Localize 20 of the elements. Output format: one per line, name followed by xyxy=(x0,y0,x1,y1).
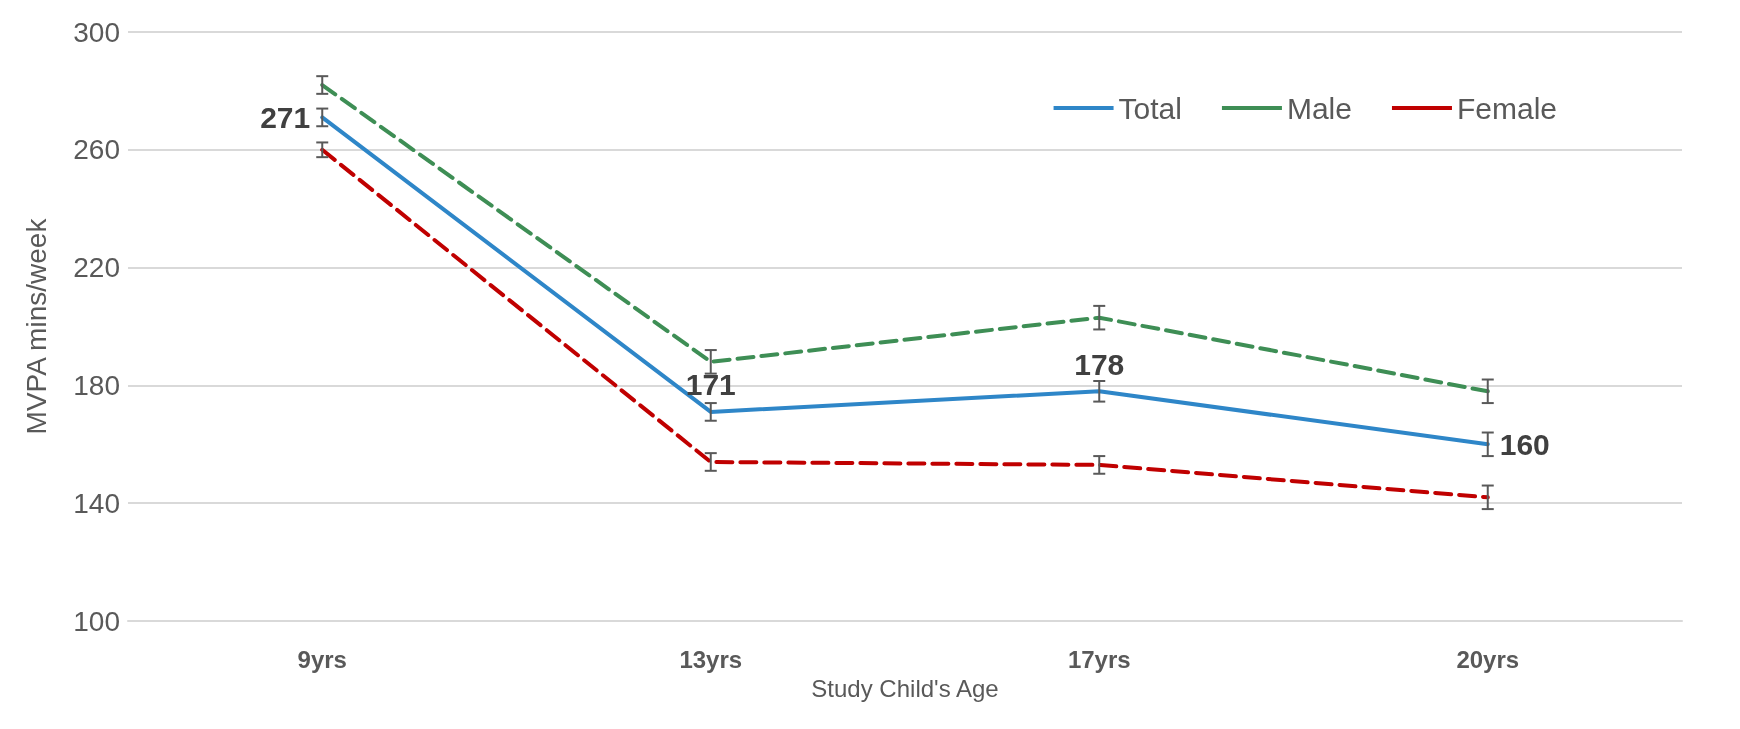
x-axis-title: Study Child's Age xyxy=(811,674,999,702)
data-label: 178 xyxy=(1074,347,1125,381)
y-tick-label: 220 xyxy=(73,252,120,284)
data-label: 160 xyxy=(1499,427,1550,461)
x-tick-label: 17yrs xyxy=(1067,645,1131,673)
y-tick-label: 260 xyxy=(73,134,120,166)
x-tick-label: 9yrs xyxy=(297,645,347,673)
y-tick-label: 300 xyxy=(73,16,120,48)
y-axis-title: MVPA mins/week xyxy=(20,217,52,435)
legend-label: Total xyxy=(1118,91,1182,125)
data-label: 171 xyxy=(685,368,736,402)
x-tick-label: 13yrs xyxy=(679,645,743,673)
legend-label: Female xyxy=(1456,91,1558,125)
y-tick-label: 100 xyxy=(73,605,120,637)
x-tick-label: 20yrs xyxy=(1456,645,1520,673)
line-series xyxy=(320,147,1490,500)
data-label: 271 xyxy=(260,100,311,134)
y-tick-label: 180 xyxy=(73,369,120,401)
legend-label: Male xyxy=(1286,91,1352,125)
y-tick-label: 140 xyxy=(73,487,120,519)
